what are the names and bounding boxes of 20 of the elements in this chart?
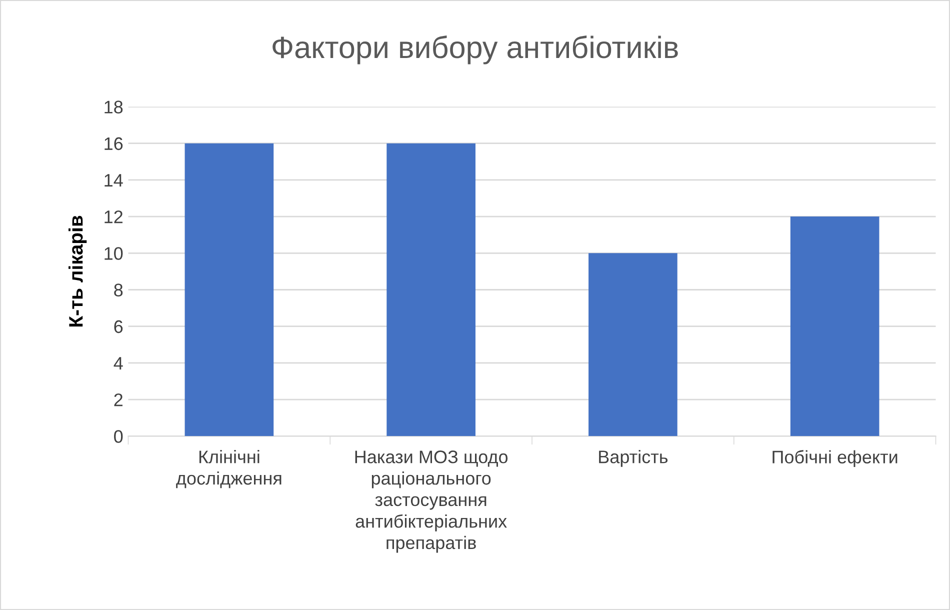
chart-title: Фактори вибору антибіотиків (272, 36, 678, 64)
y-tick-label: 2 (114, 393, 122, 406)
y-tick-label: 18 (104, 100, 123, 114)
x-tick-label: Побічні ефекти (772, 450, 898, 468)
y-tick-label: 4 (114, 357, 123, 370)
bar (588, 253, 678, 436)
y-tick-label: 8 (114, 284, 123, 296)
y-tick-label: 0 (114, 430, 123, 443)
bar (386, 143, 476, 436)
x-tick-label: Клінічні дослідження (176, 450, 282, 488)
bar (184, 143, 274, 436)
x-tick-label: Накази МОЗ щодо раціонального застосування антибіктеріальних препаратів (355, 450, 508, 553)
bar (790, 216, 880, 436)
y-axis-title: К-ть лікарів (68, 216, 87, 327)
x-tick-label: Вартість (599, 450, 668, 467)
y-tick-label: 10 (104, 247, 123, 260)
y-tick-label: 12 (104, 210, 122, 224)
y-tick-label: 16 (104, 137, 123, 150)
y-tick-label: 14 (104, 174, 123, 186)
y-tick-label: 6 (114, 320, 123, 334)
